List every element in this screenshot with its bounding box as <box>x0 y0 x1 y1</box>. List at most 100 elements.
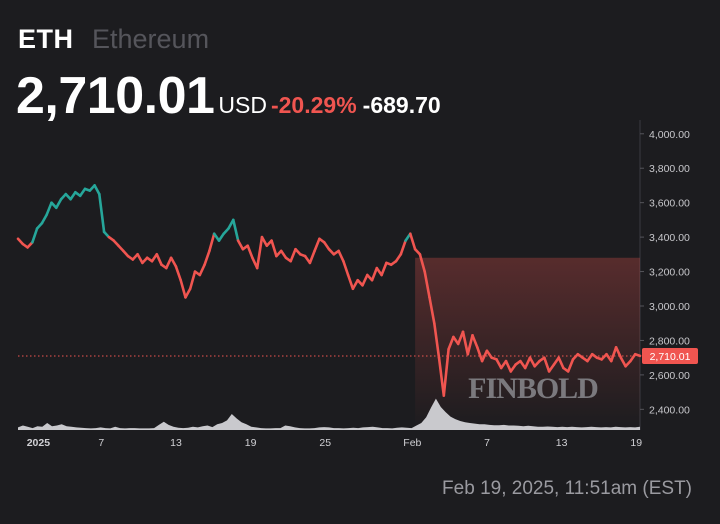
price-line-segment <box>547 363 556 373</box>
price-line-segment <box>629 352 637 363</box>
price-line-segment <box>270 239 278 258</box>
price-line-segment <box>370 266 379 282</box>
y-tick-label: 2,800.00 <box>649 335 690 347</box>
price-line-segment <box>346 273 355 291</box>
price-line-segment <box>155 253 163 267</box>
y-tick-label: 4,000.00 <box>649 129 690 141</box>
y-tick-label: 2,600.00 <box>649 370 690 382</box>
price-line-segment <box>188 270 197 291</box>
price-line-segment <box>485 349 494 360</box>
price-line-segment <box>279 249 288 260</box>
x-tick-label: 7 <box>98 437 104 449</box>
price-line-segment <box>351 278 360 291</box>
asset-name: Ethereum <box>92 24 210 54</box>
x-tick-label: 13 <box>556 437 568 449</box>
price-line-segment <box>255 235 264 270</box>
price-line-segment <box>217 232 225 242</box>
y-tick-label: 3,200.00 <box>649 267 690 279</box>
x-tick-label: 13 <box>170 437 182 449</box>
x-tick-label: Feb <box>403 437 421 449</box>
x-tick-label: 19 <box>630 437 642 449</box>
price-line-segment <box>466 333 474 356</box>
price-line-segment <box>40 213 49 225</box>
price-line-segment <box>423 270 431 299</box>
price-line-segment <box>313 237 321 253</box>
price-line-segment <box>54 197 63 210</box>
price-line-segment <box>528 356 537 368</box>
y-tick-label: 3,000.00 <box>649 301 690 313</box>
price-line-segment <box>586 352 594 363</box>
price-line-segment <box>633 352 642 358</box>
price-line-segment <box>45 201 53 216</box>
price-line-segment <box>289 247 297 263</box>
price-row: 2,710.01 USD -20.29% -689.70 <box>16 66 441 126</box>
price-line-segment <box>246 244 254 260</box>
price-line-segment <box>69 191 77 201</box>
price-chart: 4,000.00 3,800.00 3,600.00 3,400.00 3,200.00… <box>16 120 698 449</box>
price-line-segment <box>566 358 575 373</box>
x-tick-label: 2025 <box>27 437 51 449</box>
x-tick-label: 19 <box>245 437 257 449</box>
price-line-segment <box>93 184 101 196</box>
x-tick-label: 7 <box>484 437 490 449</box>
price-line-segment <box>614 345 623 360</box>
price-line-segment <box>136 253 144 265</box>
price-line-segment <box>418 253 427 273</box>
price-line-segment <box>442 347 450 397</box>
price-line-segment <box>232 218 240 242</box>
price-line-segment <box>380 261 388 277</box>
price-line-segment <box>480 349 489 363</box>
price-line-segment <box>557 356 565 370</box>
price-line-segment <box>437 356 446 397</box>
y-tick-label: 2,400.00 <box>649 404 690 416</box>
price-line-segment <box>361 273 369 287</box>
price-line-segment <box>609 345 618 363</box>
price-line-segment <box>495 358 503 370</box>
price-line-segment <box>198 263 206 277</box>
price-line-segment <box>308 249 316 265</box>
price-line-segment <box>165 256 173 270</box>
price-line-segment <box>509 363 517 373</box>
price-line-segment <box>260 235 269 247</box>
price-line-segment <box>322 241 331 251</box>
price-line-segment <box>523 356 532 370</box>
drawdown-shade <box>415 257 640 430</box>
price-line-segment <box>169 256 178 268</box>
watermark-logo: FINBOLD <box>468 372 598 405</box>
price-line-segment <box>174 265 182 282</box>
price-line-segment <box>236 239 245 251</box>
price-line-segment <box>31 227 39 244</box>
price-line-segment <box>337 249 345 263</box>
x-tick-label: 25 <box>319 437 331 449</box>
price-line-segment <box>447 335 455 351</box>
price-line-segment <box>203 249 211 267</box>
change-percent: -20.29% <box>270 92 357 118</box>
price-line-segment <box>98 192 106 234</box>
price-line-segment <box>394 253 403 263</box>
y-tick-label: 3,400.00 <box>649 232 690 244</box>
y-tick-label: 3,800.00 <box>649 163 690 175</box>
price-line-segment <box>78 187 87 198</box>
price-line-segment <box>184 287 192 299</box>
current-price: 2,710.01 <box>16 67 215 125</box>
price-line-segment <box>542 356 551 373</box>
currency-label: USD <box>218 92 267 118</box>
y-tick-label: 3,600.00 <box>649 198 690 210</box>
price-line-segment <box>342 259 350 277</box>
price-tag-box <box>642 347 698 364</box>
price-line-segment <box>461 330 470 356</box>
price-line-segment <box>408 232 417 251</box>
price-line-segment <box>212 232 221 242</box>
timestamp: Feb 19, 2025, 11:51am (EST) <box>442 478 692 499</box>
price-tag-label: 2,710.01 <box>650 351 691 363</box>
price-line-segment <box>475 345 484 363</box>
price-line-segment <box>432 321 441 360</box>
price-line-segment <box>208 232 216 253</box>
price-line-segment <box>399 239 407 256</box>
price-line-segment <box>179 278 187 299</box>
price-line-segment <box>619 356 627 368</box>
ticker-symbol: ETH <box>18 24 74 54</box>
price-line-segment <box>471 333 479 349</box>
price-line-segment <box>428 296 436 325</box>
